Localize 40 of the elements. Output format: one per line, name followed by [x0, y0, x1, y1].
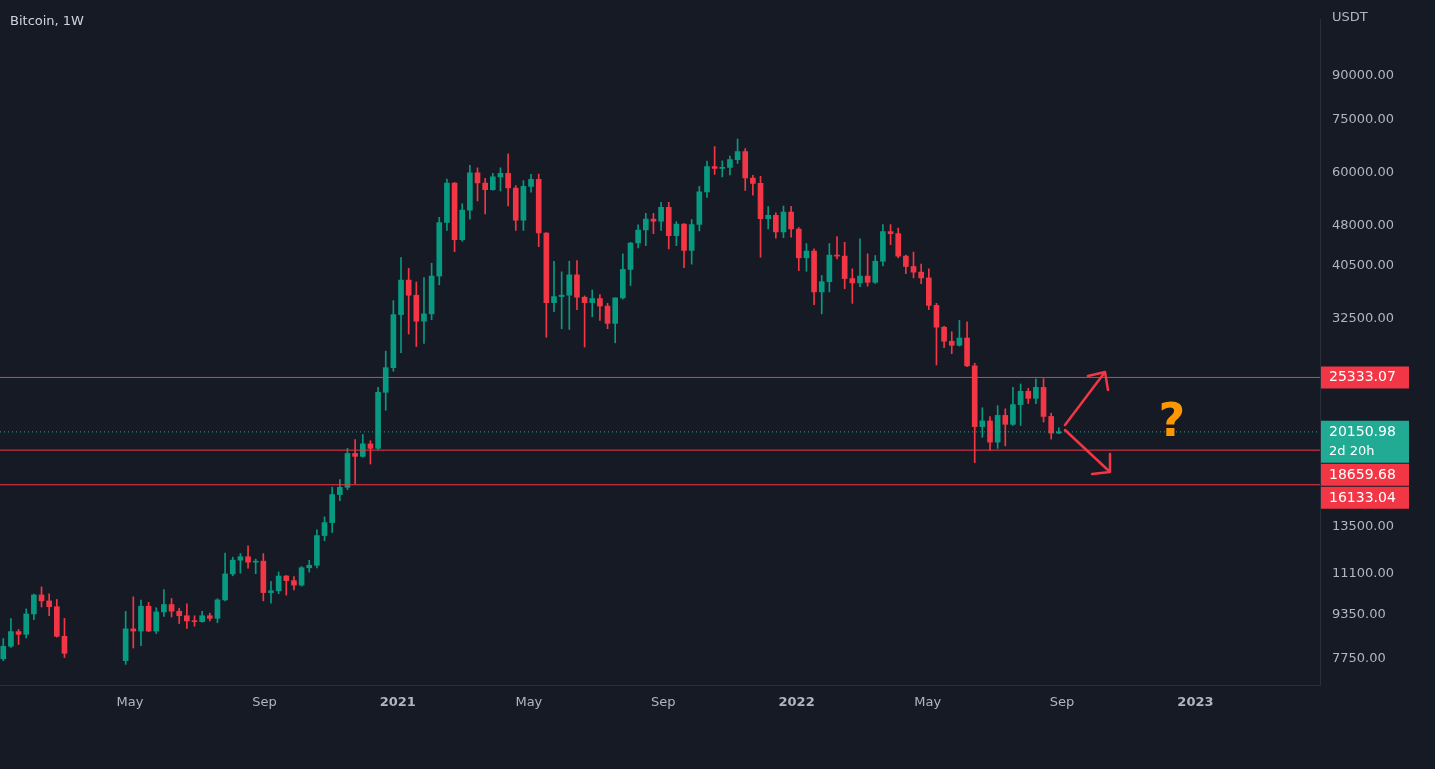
y-tick-label: 7750.00 — [1332, 650, 1386, 666]
x-tick-label: Sep — [651, 694, 676, 710]
candlestick — [765, 206, 772, 230]
candlestick — [184, 603, 190, 629]
candlestick — [857, 238, 863, 288]
x-tick-label: Sep — [1049, 694, 1075, 710]
candlestick — [306, 560, 313, 573]
x-tick-label: May — [116, 694, 144, 710]
x-tick-label: 2023 — [1177, 694, 1214, 710]
candlestick — [283, 575, 290, 596]
ref-line-label: 25333.07 — [1329, 368, 1396, 385]
candlestick — [421, 277, 427, 344]
y-tick-label: 48000.00 — [1332, 216, 1395, 232]
chart-title: Bitcoin, 1W — [10, 13, 85, 29]
y-tick-label: 13500.00 — [1332, 518, 1395, 534]
x-tick-label: May — [914, 694, 942, 710]
text: 2d 20h — [1329, 443, 1375, 459]
y-tick-label: 40500.00 — [1332, 257, 1395, 273]
candlestick — [849, 268, 856, 304]
x-tick-label: Sep — [252, 694, 277, 710]
annotation: ? — [1158, 392, 1186, 447]
y-tick-label: 60000.00 — [1332, 163, 1395, 179]
y-tick-label: 9350.00 — [1332, 605, 1386, 621]
candlestick — [551, 260, 557, 313]
x-tick-label: May — [515, 694, 543, 710]
ref-line-label: 20150.98 — [1329, 422, 1396, 439]
candlestick — [948, 331, 955, 354]
ref-line-label: 18659.68 — [1329, 465, 1396, 482]
candlestick — [268, 580, 274, 604]
y-tick-label: 32500.00 — [1332, 309, 1395, 325]
y-tick-label: 11100.00 — [1332, 565, 1395, 581]
x-tick-label: 2021 — [379, 694, 416, 710]
candlestick — [482, 178, 488, 215]
candlestick — [589, 289, 596, 318]
x-tick-label: 2022 — [778, 694, 815, 710]
candlestick — [719, 160, 726, 178]
y-tick-label: 90000.00 — [1332, 67, 1395, 83]
y-axis-title: USDT — [1332, 9, 1368, 25]
y-tick-label: 75000.00 — [1332, 110, 1395, 126]
ref-line-label: 16133.04 — [1329, 488, 1396, 505]
